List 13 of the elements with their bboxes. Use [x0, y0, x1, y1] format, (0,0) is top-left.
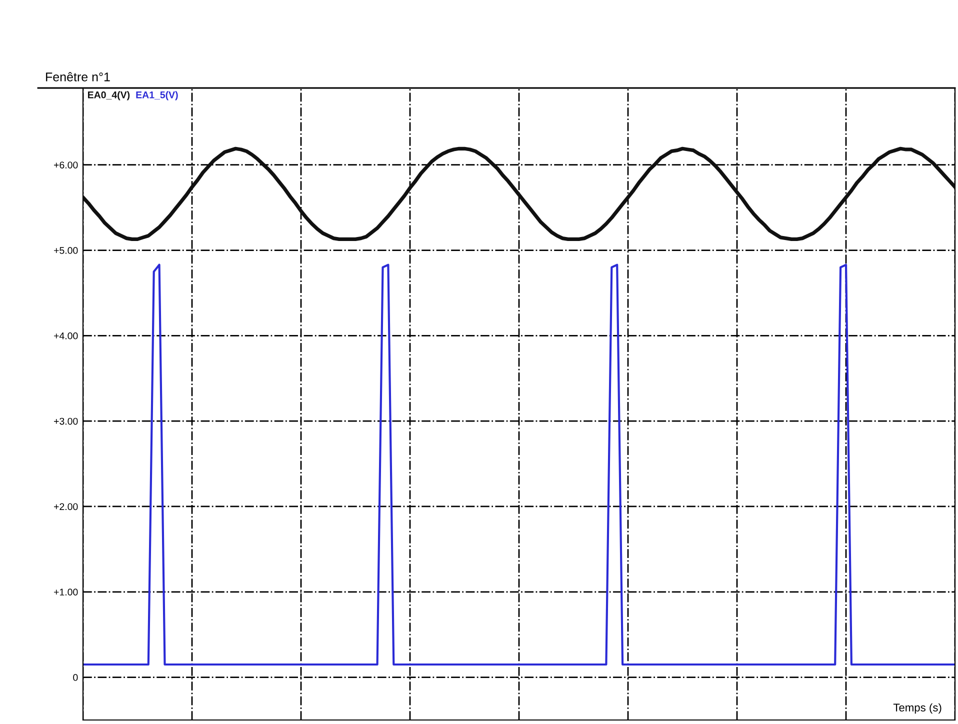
x-axis-title: Temps (s) — [893, 703, 942, 714]
chart-title: Fenêtre n°1 — [46, 72, 110, 82]
y-tick-label: 0 — [73, 674, 78, 681]
text: EA1_5(V) — [136, 91, 178, 100]
line-series — [83, 146, 955, 241]
line-series — [83, 264, 955, 666]
y-tick-label: +4.00 — [54, 332, 78, 340]
y-tick-label: +5.00 — [54, 247, 78, 254]
y-tick-label: +6.00 — [54, 162, 78, 168]
y-tick-label: +3.00 — [54, 418, 78, 425]
text: EA0_4(V) — [88, 91, 130, 100]
y-tick-label: +1.00 — [54, 588, 78, 596]
y-tick-label: +2.00 — [54, 503, 78, 510]
